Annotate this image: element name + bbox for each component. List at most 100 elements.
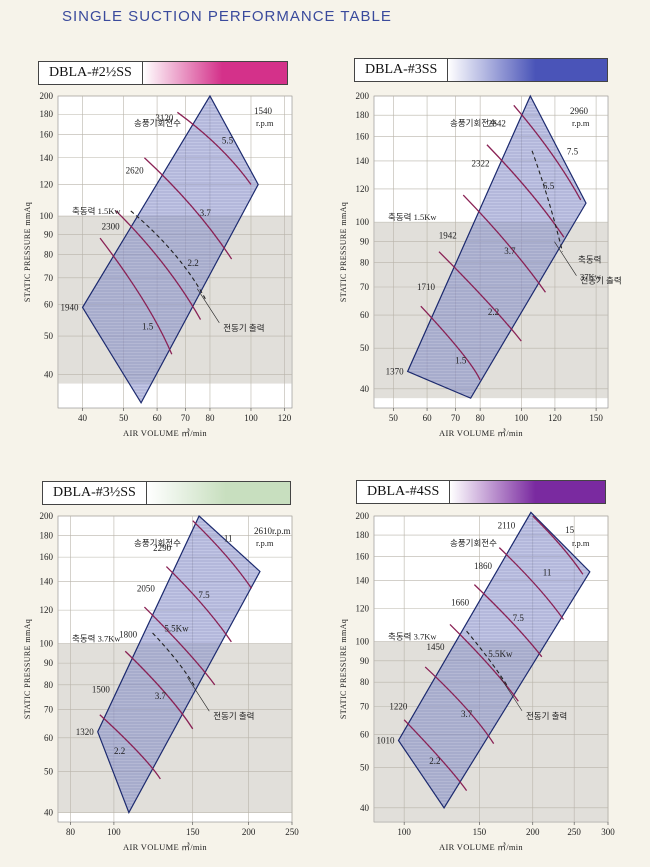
- chart-1-power-label: 2.2: [188, 258, 199, 268]
- chart-1-x-tick-label: 40: [78, 413, 88, 423]
- chart-2-badge-fill: [448, 59, 607, 81]
- chart-2-motor-label: 전동기 출력: [580, 276, 621, 286]
- chart-2-y-tick-label: 160: [356, 132, 370, 142]
- chart-4-y-tick-label: 40: [360, 803, 370, 813]
- chart-3-rpm-unit: r.p.m: [256, 538, 274, 548]
- chart-4: 1010 1220 1450 1660 1860 2110 2.2 3.7 5.5Kw 7.5 11…: [339, 511, 615, 852]
- chart-3-shaft-label: 축동력 3.7Kw: [72, 634, 121, 644]
- chart-3-rpm-label: 1800: [119, 630, 138, 640]
- chart-3-y-tick-label: 120: [40, 605, 54, 615]
- chart-4-x-tick-label: 300: [601, 827, 615, 837]
- chart-1-y-tick-label: 200: [40, 91, 54, 101]
- chart-4-y-axis-label: STATIC PRESSURE mmAq: [339, 619, 348, 719]
- chart-3-rpm-label: 2050: [137, 583, 156, 593]
- chart-4-y-tick-label: 180: [356, 530, 370, 540]
- chart-2-power-label: 7.5: [567, 147, 579, 157]
- chart-3-y-tick-label: 90: [44, 658, 54, 668]
- chart-1-y-tick-label: 140: [40, 153, 54, 163]
- chart-3-y-tick-label: 160: [40, 552, 54, 562]
- chart-2-y-tick-label: 60: [360, 310, 370, 320]
- chart-2-badge: DBLA-#3SS: [354, 58, 608, 82]
- chart-1-power-curve: [176, 111, 252, 185]
- chart-4-y-tick-label: 80: [360, 677, 370, 687]
- chart-2-x-tick-label: 80: [476, 413, 486, 423]
- chart-2-power-curve: [513, 104, 582, 201]
- chart-1-x-tick-label: 80: [205, 413, 215, 423]
- chart-4-rpm-label: 1220: [389, 701, 408, 711]
- chart-2-y-tick-label: 70: [360, 282, 370, 292]
- chart-1-motor-label: 전동기 출력: [223, 323, 264, 333]
- chart-1-rpm-unit: r.p.m: [256, 118, 274, 128]
- chart-2-y-tick-label: 100: [356, 217, 370, 227]
- chart-1-speed-label: 송풍기회전수: [134, 118, 181, 128]
- chart-1-x-tick-label: 60: [153, 413, 163, 423]
- chart-1-power-curve: [115, 210, 202, 320]
- chart-4-y-tick-label: 140: [356, 576, 370, 586]
- chart-2-power-label: 2.2: [488, 307, 499, 317]
- chart-1-y-tick-label: 80: [44, 250, 54, 260]
- chart-3-y-tick-label: 60: [44, 733, 54, 743]
- chart-4-motor-label: 전동기 출력: [526, 711, 567, 721]
- chart-4-rpm-label: 1860: [474, 561, 493, 571]
- chart-3-power-curve: [165, 566, 232, 643]
- chart-3-rpm-label: 1320: [76, 727, 95, 737]
- chart-2-motor-pointer: [554, 241, 577, 276]
- chart-2-x-axis-label: AIR VOLUME ㎥/min: [439, 428, 523, 438]
- chart-1-y-tick-label: 60: [44, 299, 54, 309]
- chart-2-power-label: 3.7: [504, 246, 516, 256]
- chart-2-y-tick-label: 40: [360, 384, 370, 394]
- chart-2-motor-limit-curve: [531, 150, 563, 252]
- chart-3-rpm-top-label: 2610r.p.m: [254, 526, 291, 536]
- chart-3-y-tick-label: 80: [44, 680, 54, 690]
- chart-1-y-tick-label: 100: [40, 211, 54, 221]
- chart-3-y-tick-label: 40: [44, 808, 54, 818]
- chart-2-motor-kw-label-2: 37Kw: [580, 271, 602, 281]
- chart-1-y-tick-label: 40: [44, 370, 54, 380]
- chart-2-y-axis-label: STATIC PRESSURE mmAq: [339, 202, 348, 302]
- chart-4-power-curve: [449, 623, 519, 702]
- chart-1-power-label: 1.5: [142, 321, 154, 331]
- chart-2-rpm-label: 2642: [488, 118, 506, 128]
- chart-4-power-curve: [473, 584, 543, 658]
- chart-3: 1320 1500 1800 2050 2290 2.2 3.7 5.5Kw 7.5 11 송풍기회…: [23, 511, 299, 852]
- chart-2-y-tick-label: 180: [356, 110, 370, 120]
- chart-3-power-label: 3.7: [155, 691, 167, 701]
- chart-3-x-tick-label: 80: [66, 827, 76, 837]
- chart-3-motor-label: 전동기 출력: [213, 711, 254, 721]
- chart-4-power-label: 5.5Kw: [488, 649, 513, 659]
- chart-2-rpm-unit: r.p.m: [572, 118, 590, 128]
- chart-3-y-tick-label: 180: [40, 530, 54, 540]
- chart-4-power-curve: [403, 719, 468, 791]
- chart-3-power-label: 11: [224, 534, 233, 544]
- chart-2-y-tick-label: 200: [356, 91, 370, 101]
- chart-3-power-curve: [192, 520, 253, 589]
- chart-2-shaft-label: 축동력 1.5Kw: [388, 212, 437, 222]
- chart-1-y-tick-label: 160: [40, 130, 54, 140]
- chart-4-rpm-label: 1450: [427, 642, 446, 652]
- chart-4-y-tick-label: 200: [356, 511, 370, 521]
- chart-1-rpm-label: 2620: [126, 166, 145, 176]
- chart-2-power-curve: [462, 194, 547, 293]
- chart-2-power-curve: [486, 144, 565, 238]
- chart-3-badge-fill: [146, 482, 290, 504]
- chart-1-badge: DBLA-#2½SS: [38, 61, 288, 85]
- chart-4-power-curve: [424, 666, 495, 744]
- chart-3-x-tick-label: 150: [186, 827, 200, 837]
- chart-4-x-tick-label: 250: [567, 827, 581, 837]
- chart-2-x-tick-label: 50: [389, 413, 399, 423]
- chart-2-power-curve: [420, 305, 481, 381]
- chart-1-power-curve: [143, 157, 233, 260]
- chart-4-power-label: 2.2: [429, 756, 440, 766]
- chart-3-operating-region: [97, 515, 261, 814]
- chart-2-rpm-label: 1710: [417, 282, 436, 292]
- chart-4-x-tick-label: 200: [526, 827, 540, 837]
- chart-4-power-label: 3.7: [461, 709, 473, 719]
- page-title: SINGLE SUCTION PERFORMANCE TABLE: [62, 8, 392, 25]
- chart-4-y-tick-label: 50: [360, 762, 370, 772]
- chart-2-x-tick-label: 70: [451, 413, 461, 423]
- chart-4-y-tick-label: 90: [360, 656, 370, 666]
- chart-4-rpm-label: 2110: [498, 520, 516, 530]
- chart-4-motor-pointer: [499, 676, 523, 711]
- chart-3-title: DBLA-#3½SS: [43, 482, 147, 504]
- chart-1: 1940 2300 2620 3120 1.5 2.2 3.7 5.5 송풍기회전수 r.p.m 1…: [23, 91, 293, 438]
